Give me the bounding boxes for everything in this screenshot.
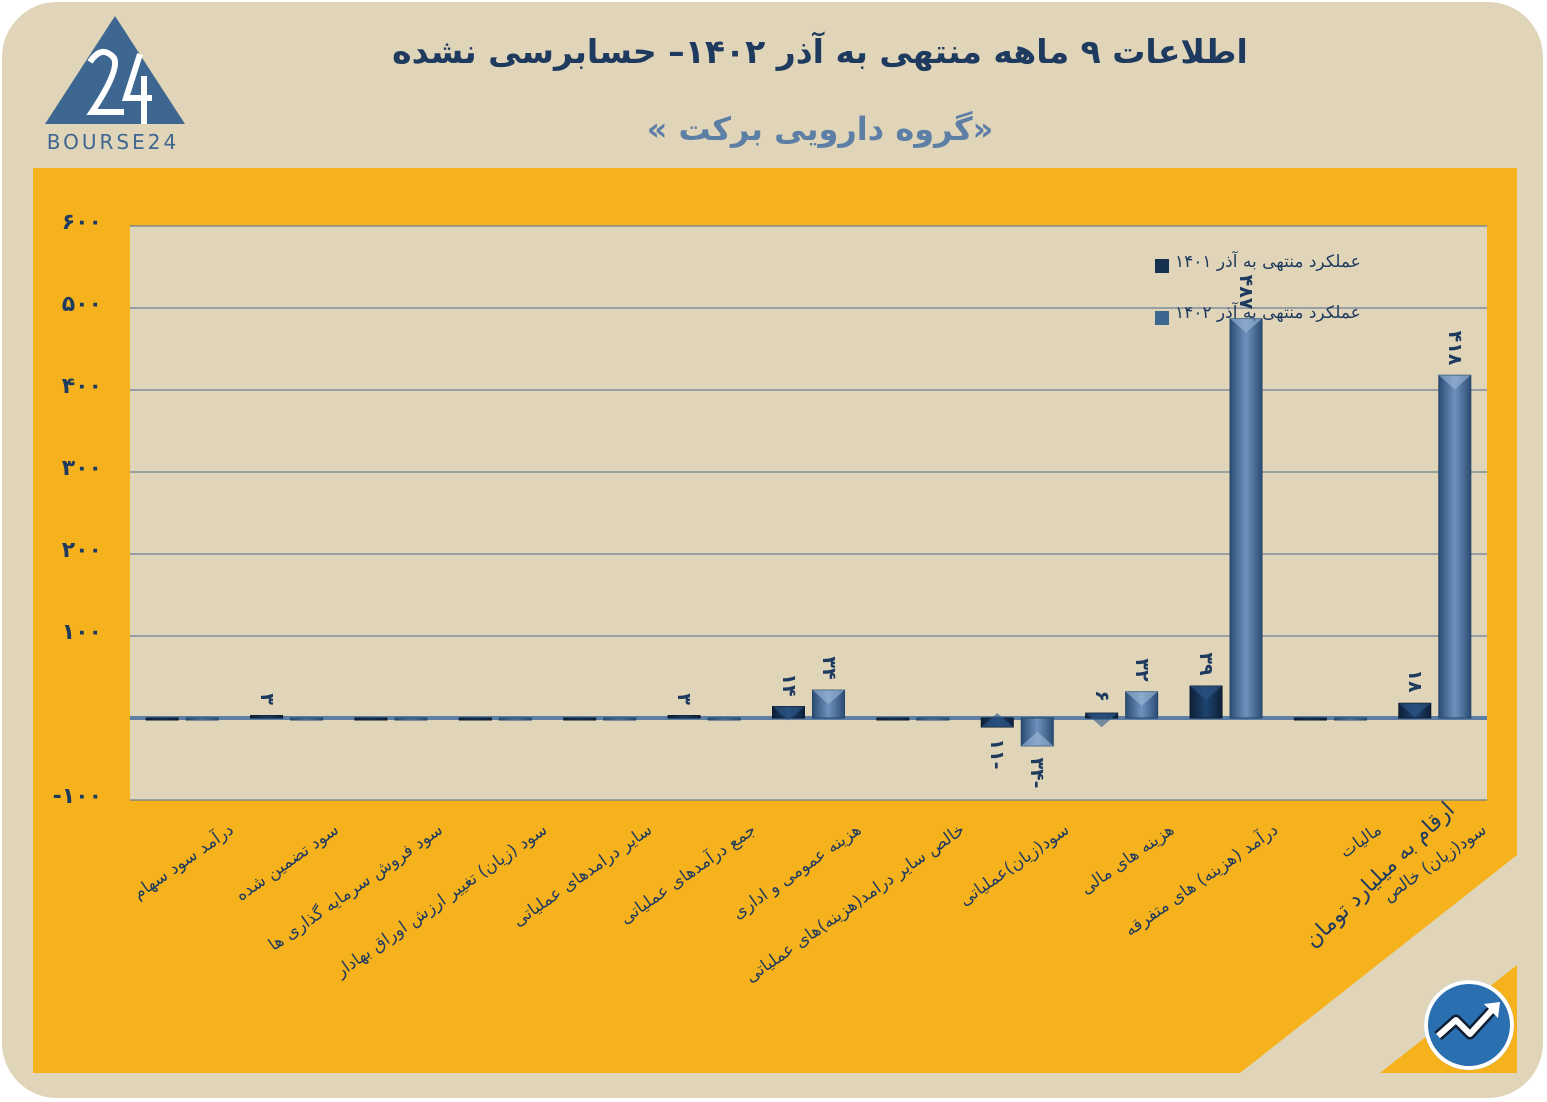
data-label: ۳۹ [1195,652,1218,676]
bar-cap [1190,686,1223,701]
bar-cap [772,706,805,721]
bar-1402 [185,717,219,721]
bourse24-logo [45,16,185,124]
bar-1402 [1333,717,1367,721]
trend-badge-icon [1424,980,1514,1070]
data-label: ۳ [255,692,278,705]
bar-cap [1398,703,1431,718]
legend-label-1402: عملکرد منتهی به آذر ۱۴۰۲ [1175,303,1361,323]
y-tick-label: ۱۰۰ [61,620,102,645]
legend-label-1401: عملکرد منتهی به آذر ۱۴۰۱ [1175,252,1361,272]
y-tick-label: ۴۰۰ [61,374,102,399]
bar-1402 [498,717,532,721]
bar-1402 [1438,374,1472,719]
y-tick-label: ۶۰۰ [61,210,102,235]
legend-swatch-1402 [1155,311,1169,325]
data-label: ۳۲ [1130,658,1153,682]
bar-1401 [145,717,179,721]
bar-1402 [394,717,428,721]
data-label: ۶ [1090,690,1113,702]
chart-subtitle: «گروه دارویی برکت » [646,110,994,148]
y-tick-label: -۱۰۰ [52,784,102,809]
bar-cap [981,713,1014,728]
bar-1402 [1229,318,1263,719]
bar-cap [1021,731,1054,746]
bar-1402 [916,717,950,721]
data-label: ۳۴ [817,656,840,680]
bar-1401 [667,715,701,719]
data-label: ۱۴ [777,672,800,697]
logo-text: BOURSE24 [46,130,180,154]
legend-swatch-1401 [1155,259,1169,273]
bar-1401 [354,717,388,721]
bar-cap [1125,691,1158,706]
data-label: -۳۴ [1026,757,1049,789]
bar-1401 [458,717,492,721]
data-label: ۴۱۸ [1443,330,1466,366]
bar-1402 [603,717,637,721]
data-label: ۱۸ [1403,669,1426,693]
y-tick-label: ۲۰۰ [61,538,102,563]
bar-1401 [563,717,597,721]
y-tick-label: ۵۰۰ [61,292,102,317]
bar-cap [1438,375,1471,390]
bar-1402 [707,717,741,721]
data-label: -۱۱ [986,738,1009,770]
bar-1401 [250,715,284,719]
bar-cap [812,690,845,705]
bar-1402 [290,717,324,721]
chart-title: اطلاعات ۹ ماهه منتهی به آذر ۱۴۰۲– حسابرس… [392,32,1248,71]
bar-cap [1230,318,1263,333]
bar-1401 [1293,717,1327,721]
bar-1401 [876,717,910,721]
bar-cap [1085,713,1118,728]
y-tick-label: ۳۰۰ [61,456,102,481]
data-label: ۳ [673,692,696,705]
